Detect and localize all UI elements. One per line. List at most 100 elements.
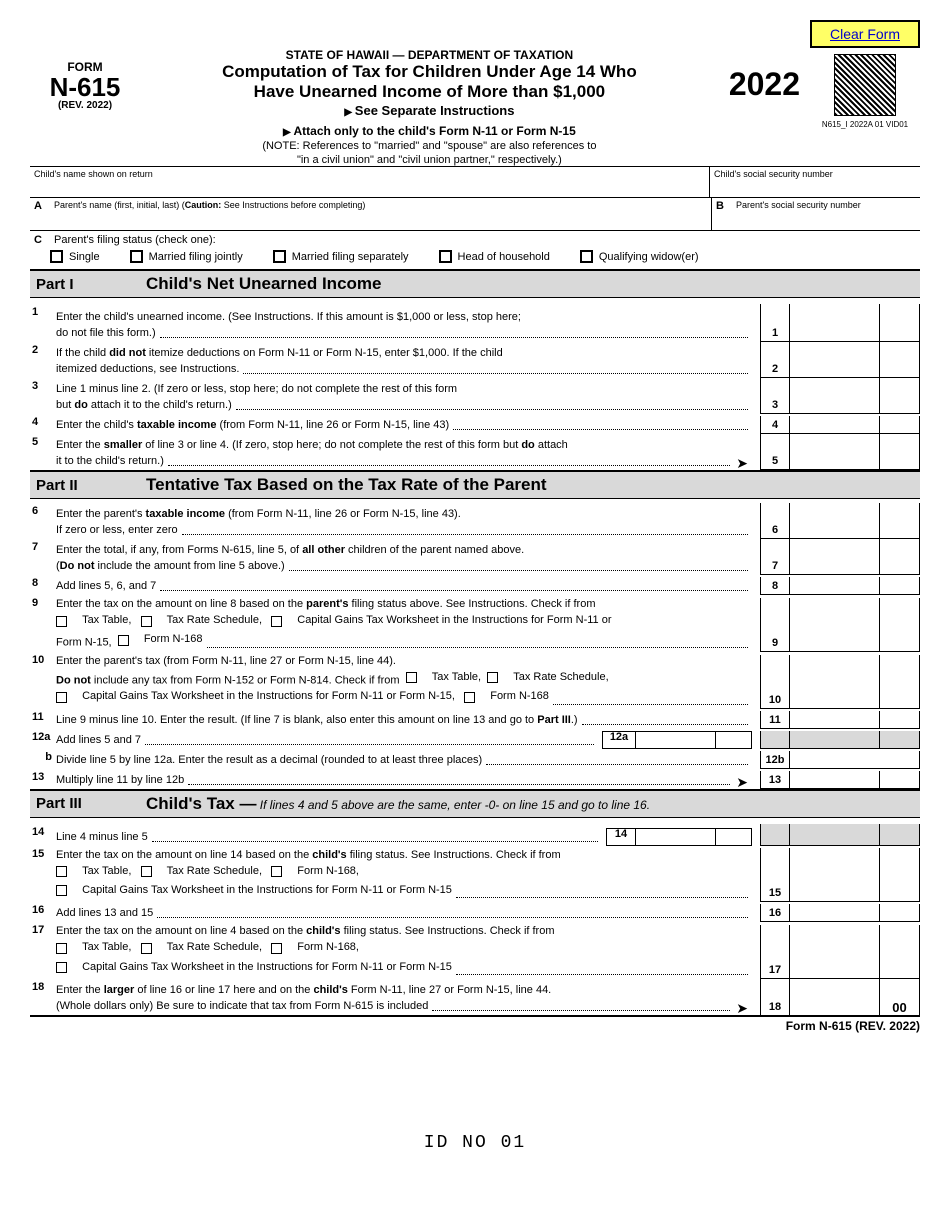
line-5-cents[interactable] — [880, 434, 920, 470]
line-9-amount[interactable] — [790, 598, 880, 652]
line-17-amount[interactable] — [790, 925, 880, 979]
line-7-box-num: 7 — [760, 539, 790, 575]
line-10-amount[interactable] — [790, 655, 880, 709]
line-14-box-num: 14 — [606, 828, 636, 846]
line-7-num: 7 — [30, 539, 56, 553]
chk-15-tax-table[interactable]: Tax Table, — [56, 864, 131, 880]
line-16-amount[interactable] — [790, 904, 880, 922]
part-3-header: Part III Child's Tax — If lines 4 and 5 … — [30, 789, 920, 818]
line-2-amount[interactable] — [790, 342, 880, 378]
line-14-right-shade-2 — [790, 824, 880, 846]
line-5-text: Enter the smaller of line 3 or line 4. (… — [56, 436, 760, 470]
vid-code: N615_I 2022A 01 VID01 — [810, 120, 920, 129]
chk-9-tax-table[interactable]: Tax Table, — [56, 613, 131, 629]
line-13-amount[interactable] — [790, 771, 880, 789]
line-8-text: Add lines 5, 6, and 7 — [56, 577, 760, 595]
chk-15-cap-gains[interactable]: Capital Gains Tax Worksheet in the Instr… — [56, 883, 452, 899]
arrow-icon: ➤ — [736, 775, 748, 789]
line-9-text: Enter the tax on the amount on line 8 ba… — [56, 595, 760, 652]
line-13-num: 13 — [30, 769, 56, 783]
filing-status-options: Single Married filing jointly Married fi… — [30, 246, 920, 269]
chk-17-cap-gains[interactable]: Capital Gains Tax Worksheet in the Instr… — [56, 960, 452, 976]
line-12b-text: Divide line 5 by line 12a. Enter the res… — [56, 751, 760, 769]
line-12b-box-num: 12b — [760, 751, 790, 769]
line-4-amount[interactable] — [790, 416, 880, 434]
line-3-cents[interactable] — [880, 378, 920, 414]
clear-form-button[interactable]: Clear Form — [810, 20, 920, 48]
chk-9-cap-gains[interactable]: Capital Gains Tax Worksheet in the Instr… — [271, 613, 611, 629]
line-9-cents[interactable] — [880, 598, 920, 652]
line-1-cents[interactable] — [880, 304, 920, 342]
chk-mfj[interactable]: Married filing jointly — [130, 250, 243, 263]
line-15-text: Enter the tax on the amount on line 14 b… — [56, 846, 760, 903]
line-12a-right-shade-3 — [880, 731, 920, 749]
line-13-text: Multiply line 11 by line 12b➤ — [56, 771, 760, 789]
line-5-amount[interactable] — [790, 434, 880, 470]
line-10-box-num: 10 — [760, 655, 790, 709]
line-16-box-num: 16 — [760, 904, 790, 922]
line-10-cents[interactable] — [880, 655, 920, 709]
line-11-amount[interactable] — [790, 711, 880, 729]
line-18-text: Enter the larger of line 16 or line 17 h… — [56, 981, 760, 1015]
chk-hoh[interactable]: Head of household — [439, 250, 550, 263]
chk-10-n168[interactable]: Form N-168 — [464, 689, 549, 705]
chk-10-tax-schedule[interactable]: Tax Rate Schedule, — [487, 670, 608, 686]
id-number: ID NO 01 — [30, 1133, 920, 1153]
chk-9-tax-schedule[interactable]: Tax Rate Schedule, — [141, 613, 262, 629]
chk-mfs[interactable]: Married filing separately — [273, 250, 409, 263]
child-ssn-label[interactable]: Child's social security number — [710, 167, 920, 197]
line-14-cents[interactable] — [716, 828, 752, 846]
line-16-cents[interactable] — [880, 904, 920, 922]
line-8-amount[interactable] — [790, 577, 880, 595]
part-1-label: Part I — [36, 276, 146, 293]
parent-name-label[interactable]: Parent's name (first, initial, last) (Ca… — [50, 198, 712, 230]
row-b-letter: B — [712, 198, 732, 230]
chk-9-n168[interactable]: Form N-168 — [118, 632, 203, 648]
parent-ssn-label[interactable]: Parent's social security number — [732, 198, 920, 230]
line-14-right-shade-3 — [880, 824, 920, 846]
line-15-num: 15 — [30, 846, 56, 860]
chk-17-n168[interactable]: Form N-168, — [271, 940, 359, 956]
child-name-label[interactable]: Child's name shown on return — [30, 167, 710, 197]
note-line-1: (NOTE: References to "married" and "spou… — [150, 140, 709, 152]
line-5-num: 5 — [30, 434, 56, 448]
line-12a-amount[interactable] — [636, 731, 716, 749]
chk-15-tax-schedule[interactable]: Tax Rate Schedule, — [141, 864, 262, 880]
form-rev: (REV. 2022) — [30, 100, 140, 111]
chk-17-tax-schedule[interactable]: Tax Rate Schedule, — [141, 940, 262, 956]
line-8-cents[interactable] — [880, 577, 920, 595]
chk-15-n168[interactable]: Form N-168, — [271, 864, 359, 880]
line-17-cents[interactable] — [880, 925, 920, 979]
tax-year: 2022 — [719, 48, 810, 103]
row-a-letter: A — [30, 198, 50, 230]
chk-single[interactable]: Single — [50, 250, 100, 263]
line-12a-box-num: 12a — [602, 731, 636, 749]
line-2-cents[interactable] — [880, 342, 920, 378]
form-id-box: FORM N-615 (REV. 2022) — [30, 48, 140, 111]
line-1-amount[interactable] — [790, 304, 880, 342]
arrow-icon: ➤ — [736, 1001, 748, 1015]
line-2-box-num: 2 — [760, 342, 790, 378]
chk-17-tax-table[interactable]: Tax Table, — [56, 940, 131, 956]
line-3-amount[interactable] — [790, 378, 880, 414]
line-14-amount[interactable] — [636, 828, 716, 846]
line-6-amount[interactable] — [790, 503, 880, 539]
line-12b-amount[interactable] — [790, 751, 920, 769]
chk-qw[interactable]: Qualifying widow(er) — [580, 250, 699, 263]
line-18-box-num: 18 — [760, 979, 790, 1015]
row-c-letter: C — [34, 234, 54, 246]
line-12a-cents[interactable] — [716, 731, 752, 749]
chk-10-tax-table[interactable]: Tax Table, — [406, 670, 481, 686]
line-7-amount[interactable] — [790, 539, 880, 575]
chk-10-cap-gains[interactable]: Capital Gains Tax Worksheet in the Instr… — [56, 689, 455, 705]
line-3-box-num: 3 — [760, 378, 790, 414]
line-7-cents[interactable] — [880, 539, 920, 575]
line-14-right-shade — [760, 824, 790, 846]
line-15-amount[interactable] — [790, 848, 880, 902]
line-13-cents[interactable] — [880, 771, 920, 789]
line-15-cents[interactable] — [880, 848, 920, 902]
line-6-cents[interactable] — [880, 503, 920, 539]
line-18-amount[interactable] — [790, 979, 880, 1015]
line-4-cents[interactable] — [880, 416, 920, 434]
line-11-cents[interactable] — [880, 711, 920, 729]
